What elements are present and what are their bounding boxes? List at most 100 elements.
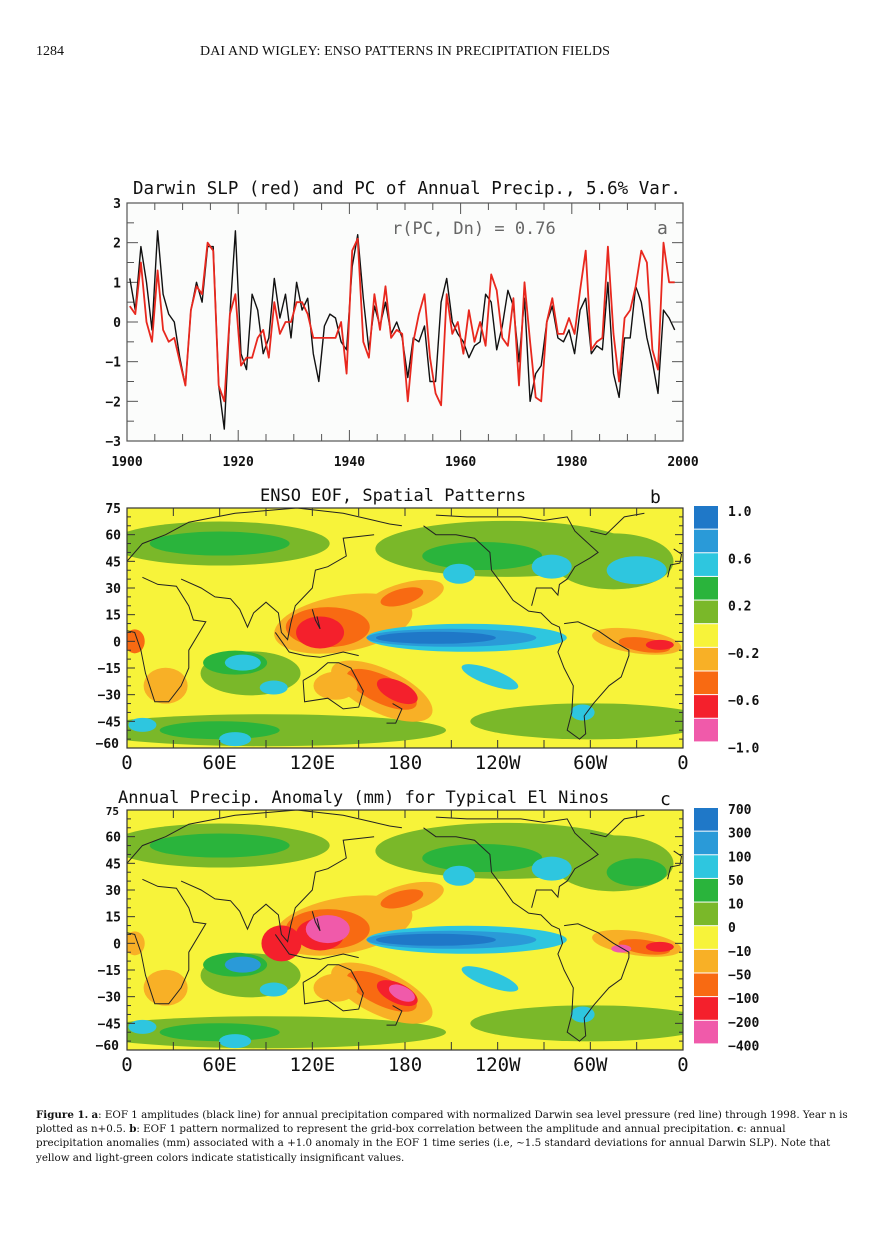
panel-a-label: a (657, 218, 668, 239)
colorbar-label: −0.2 (728, 647, 759, 662)
y-tick-label: −30 (98, 689, 122, 704)
colorbar-label: 100 (728, 850, 752, 865)
field-region (143, 969, 188, 1006)
x-tick-label: 120E (289, 752, 335, 774)
x-tick-label: 120W (475, 1054, 521, 1076)
map-field (127, 810, 683, 1050)
colorbar-label: −100 (728, 992, 759, 1007)
colorbar-label: 0 (728, 921, 736, 936)
field-region (570, 1006, 595, 1023)
y-tick-label: 15 (105, 609, 121, 624)
coastline-africa (127, 878, 207, 1005)
field-region (219, 1034, 252, 1049)
panel-a-y-tick-labels: 3 2 1 0 −1 −2 −3 (105, 197, 121, 450)
coastline-australia (302, 964, 364, 1012)
colorbar-swatch (694, 902, 718, 926)
field-region (470, 1005, 683, 1042)
field-region (380, 889, 424, 909)
colorbar-label: 50 (728, 874, 744, 889)
coastline-indonesia (274, 934, 359, 960)
field-region (159, 721, 280, 740)
colorbar-label: 0.2 (728, 600, 751, 615)
colorbar-swatch (694, 718, 718, 742)
field-region (128, 717, 157, 732)
coastline-africa (127, 576, 207, 703)
field-region (606, 858, 667, 887)
y-tick-label: 30 (105, 582, 121, 597)
x-tick-label: 1900 (111, 455, 142, 470)
coastline-indonesia (274, 632, 359, 658)
colorbar-swatch (694, 855, 718, 878)
field-region (128, 1019, 157, 1034)
field-region (159, 1023, 280, 1042)
field-region (422, 844, 543, 872)
y-tick-label: 45 (105, 555, 121, 570)
colorbar-swatch (694, 949, 718, 973)
y-tick-label: −15 (98, 964, 121, 979)
field-region (380, 587, 424, 607)
x-tick-label: 1920 (223, 455, 254, 470)
colorbar-swatch (694, 600, 718, 624)
y-tick-label: 2 (113, 237, 121, 252)
field-region (149, 833, 290, 858)
field-region (570, 704, 595, 721)
field-region (313, 671, 358, 700)
coastline-north-america-east (435, 514, 599, 606)
x-tick-label: 2000 (667, 455, 698, 470)
field-region (219, 732, 252, 747)
panel-c-map: Annual Precip. Anomaly (mm) for Typical … (96, 788, 760, 1076)
panel-a-line-chart: Darwin SLP (red) and PC of Annual Precip… (105, 179, 698, 470)
map-field (127, 508, 683, 748)
y-tick-label: 3 (113, 197, 121, 212)
x-tick-label: 60E (203, 752, 237, 774)
field-region (259, 982, 288, 997)
x-tick-label: 0 (121, 752, 132, 774)
field-region (461, 966, 519, 992)
y-tick-label: 75 (105, 502, 121, 517)
coastline-philippines (311, 609, 321, 630)
colorbar-swatch (694, 529, 718, 553)
caption-key-a: a (91, 1109, 99, 1121)
y-tick-label: −60 (96, 1039, 120, 1054)
field-region (645, 639, 674, 650)
y-tick-label: −45 (98, 715, 121, 730)
colorbar-label: 300 (728, 827, 752, 842)
x-tick-label: 0 (121, 1054, 132, 1076)
caption-text-c: : annual precipitation anomalies (mm) as… (36, 1123, 831, 1164)
y-tick-label: −30 (98, 991, 122, 1006)
field-region (375, 631, 496, 644)
colorbar-swatch (694, 878, 718, 902)
coastline-asia-south-east (180, 836, 375, 943)
field-region (224, 956, 261, 973)
caption-figure-label: Figure 1. (36, 1109, 89, 1121)
coastline-americas-west (423, 525, 630, 740)
y-tick-label: −2 (105, 395, 121, 410)
x-tick-label: 60W (573, 752, 608, 774)
y-tick-label: 1 (113, 276, 121, 291)
page-number: 1284 (36, 44, 64, 59)
caption-key-b: b (129, 1123, 137, 1136)
coastline-north-america-east (435, 816, 599, 908)
y-tick-label: 0 (113, 635, 121, 650)
x-tick-label: 0 (677, 1054, 688, 1076)
colorbar-swatch (694, 576, 718, 600)
caption-key-c: c (737, 1123, 744, 1136)
field-region (422, 542, 543, 570)
colorbar-swatch (694, 997, 718, 1020)
field-region (531, 554, 572, 579)
colorbar-swatch (694, 831, 718, 855)
colorbar-swatch (694, 808, 718, 831)
y-tick-label: −3 (105, 435, 121, 450)
x-tick-label: 60W (573, 1054, 608, 1076)
x-tick-label: 0 (677, 752, 688, 774)
colorbar-label: −50 (728, 968, 752, 983)
panel-b-map: ENSO EOF, Spatial Patterns b 75 60 45 30 15 0 −1… (96, 486, 760, 774)
field-region (443, 865, 476, 886)
y-tick-label: 15 (105, 911, 121, 926)
colorbar-label: 1.0 (728, 505, 752, 520)
colorbar-label: −10 (728, 945, 752, 960)
y-tick-label: −15 (98, 662, 121, 677)
field-region (606, 556, 667, 585)
coastline-philippines (311, 911, 321, 932)
panel-c-label: c (660, 789, 671, 810)
